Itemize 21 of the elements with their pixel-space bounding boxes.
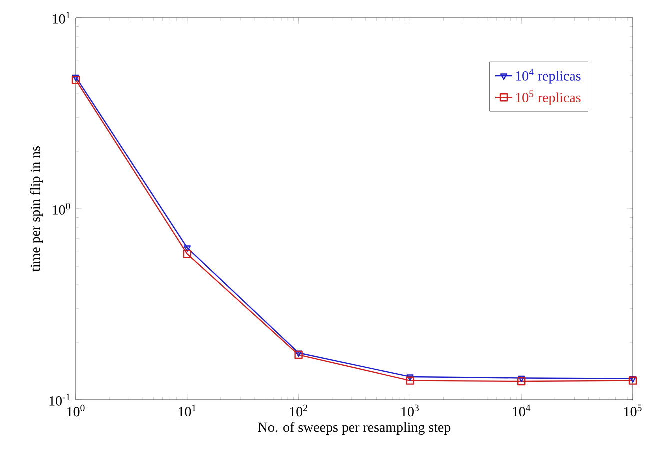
legend-label: 10$^{5}$ replicas: [516, 90, 581, 106]
x-tick-label: 10$^{1}$: [178, 404, 196, 417]
y-tick-label: 10$^{1}$: [53, 12, 70, 24]
y-axis-title: time per spin flip in ns: [30, 146, 44, 272]
x-tick-label: 10$^{3}$: [402, 404, 419, 417]
point: [184, 246, 192, 252]
y-tick-label: 10$^{-1}$: [50, 394, 70, 406]
point: [183, 250, 192, 258]
legend-label: 10$^{4}$ replicas: [516, 69, 581, 84]
point: [72, 74, 80, 82]
point: [406, 374, 414, 382]
x-tick-label: 10$^{0}$: [68, 404, 85, 417]
point: [72, 76, 80, 84]
point: [518, 376, 526, 382]
x-tick-label: 10$^{2}$: [290, 404, 308, 417]
x-tick-label: 10$^{4}$: [513, 404, 531, 417]
x-tick-label: 10$^{5}$: [624, 404, 642, 417]
x-axis-title: No. of sweeps per resampling step: [258, 422, 451, 436]
point: [406, 376, 414, 385]
point: [518, 377, 526, 386]
y-tick-label: 10$^{0}$: [53, 203, 70, 215]
